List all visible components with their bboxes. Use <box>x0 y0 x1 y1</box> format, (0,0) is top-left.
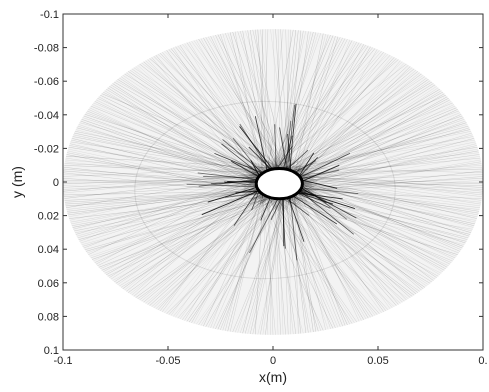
y-tick-label: -0.04 <box>34 110 59 122</box>
y-tick-label: 0.08 <box>38 311 59 323</box>
y-tick-label: -0.1 <box>40 9 59 21</box>
inclusion-layer <box>256 169 302 199</box>
y-tick-label: -0.06 <box>34 76 59 88</box>
y-axis-label: y (m) <box>9 166 25 198</box>
y-tick-label: 0.1 <box>44 345 59 357</box>
x-tick-label: -0.05 <box>155 355 180 367</box>
x-tick-label: 0 <box>270 355 276 367</box>
y-tick-label: 0 <box>53 177 59 189</box>
y-tick-label: -0.02 <box>34 143 59 155</box>
x-tick-label: 0.05 <box>367 355 388 367</box>
y-tick-label: 0.04 <box>38 244 59 256</box>
x-axis-label: x(m) <box>259 369 287 385</box>
x-tick-label: 0. <box>478 355 487 367</box>
y-tick-label: 0.06 <box>38 278 59 290</box>
inclusion-shape <box>256 169 302 199</box>
y-tick-label: 0.02 <box>38 211 59 223</box>
y-tick-label: -0.08 <box>34 43 59 55</box>
